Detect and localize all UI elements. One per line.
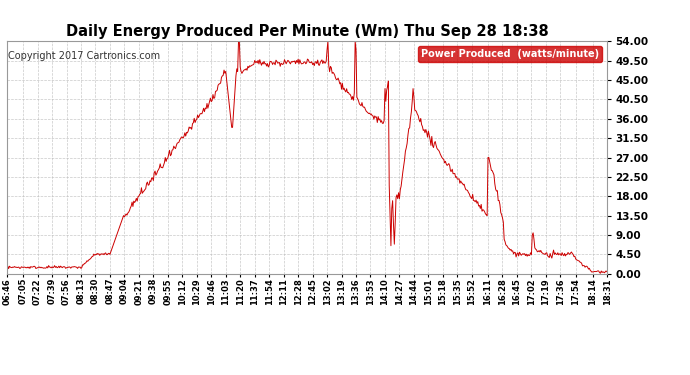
Text: Copyright 2017 Cartronics.com: Copyright 2017 Cartronics.com xyxy=(8,51,159,60)
Title: Daily Energy Produced Per Minute (Wm) Thu Sep 28 18:38: Daily Energy Produced Per Minute (Wm) Th… xyxy=(66,24,549,39)
Legend: Power Produced  (watts/minute): Power Produced (watts/minute) xyxy=(418,46,602,62)
